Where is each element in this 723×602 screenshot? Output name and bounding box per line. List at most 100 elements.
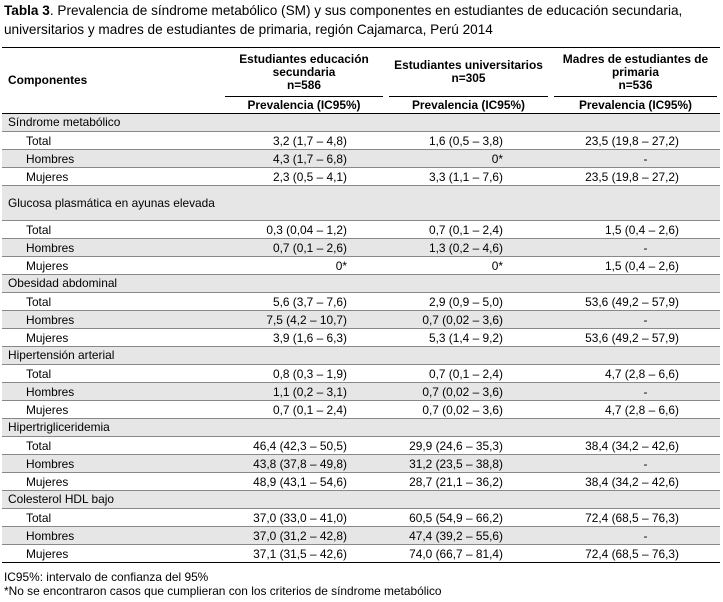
footnote-ic95: IC95%: intervalo de confianza del 95% [4,570,209,584]
cell-mothers: - [551,382,720,401]
cell-mothers: - [551,454,720,473]
header-col1-line1: Estudiantes educación [239,51,369,66]
cell-secondary: 37,1 (31,5 – 42,6) [222,544,386,563]
subheader-prevalence: Prevalencia (IC95%) [386,96,551,114]
row-label: Total [2,436,222,455]
table-row: Hombres 0,7 (0,1 – 2,6) 1,3 (0,2 – 4,6) - [2,238,720,257]
header-col2-line1: Estudiantes universitarios [394,58,543,72]
table-row: Total 37,0 (33,0 – 41,0) 60,5 (54,9 – 66,2… [2,508,720,527]
table-row: Total 5,6 (3,7 – 7,6) 2,9 (0,9 – 5,0) 53,6 … [2,292,720,311]
cell-mothers: 1,5 (0,4 – 2,6) [551,220,720,239]
section-label: Síndrome metabólico [2,113,222,132]
cell-mothers: 4,7 (2,8 – 6,6) [551,364,720,383]
cell-university: 47,4 (39,2 – 55,6) [386,526,551,545]
row-label: Mujeres [2,167,222,186]
cell-mothers: 53,6 (49,2 – 57,9) [551,292,720,311]
section-row: Obesidad abdominal [2,274,720,293]
cell-university: 0,7 (0,1 – 2,4) [386,364,551,383]
cell-secondary: 48,9 (43,1 – 54,6) [222,472,386,491]
cell-university: 0* [386,256,551,275]
section-row: Colesterol HDL bajo [2,490,720,509]
cell-university: 0* [386,149,551,168]
cell-secondary: 3,9 (1,6 – 6,3) [222,328,386,347]
row-label: Mujeres [2,472,222,491]
prevalence-table: Componentes Estudiantes educación secund… [2,47,720,563]
header-mothers: Madres de estudiantes de primaria n=536 [551,47,720,96]
subheader-prevalence: Prevalencia (IC95%) [551,96,720,114]
cell-secondary: 3,2 (1,7 – 4,8) [222,131,386,150]
table-header-row: Componentes Estudiantes educación secund… [2,47,720,114]
row-label: Total [2,364,222,383]
cell-university: 0,7 (0,02 – 3,6) [386,310,551,329]
table-title: . Prevalencia de síndrome metabólico (SM… [4,3,683,37]
row-label: Mujeres [2,544,222,563]
row-label: Hombres [2,454,222,473]
row-label: Hombres [2,382,222,401]
table-row: Total 0,8 (0,3 – 1,9) 0,7 (0,1 – 2,4) 4,7 (… [2,364,720,383]
table-body: Síndrome metabólico Total 3,2 (1,7 – 4,8)… [2,113,720,563]
cell-secondary: 4,3 (1,7 – 6,8) [222,149,386,168]
cell-university: 2,9 (0,9 – 5,0) [386,292,551,311]
cell-mothers: 23,5 (19,8 – 27,2) [551,131,720,150]
table-row: Mujeres 0,7 (0,1 – 2,4) 0,7 (0,02 – 3,6) 4,… [2,400,720,419]
row-label: Hombres [2,149,222,168]
table-row: Hombres 4,3 (1,7 – 6,8) 0* - [2,149,720,168]
row-label: Hombres [2,238,222,257]
row-label: Mujeres [2,400,222,419]
subheader-prevalence: Prevalencia (IC95%) [222,96,386,114]
cell-mothers: 1,5 (0,4 – 2,6) [551,256,720,275]
cell-mothers: - [551,238,720,257]
header-col1-line2: secundaria [272,64,336,79]
section-label: Colesterol HDL bajo [2,490,222,509]
row-label: Hombres [2,310,222,329]
cell-mothers: - [551,310,720,329]
header-col3-line2: primaria [612,64,659,79]
cell-secondary: 7,5 (4,2 – 10,7) [222,310,386,329]
cell-secondary: 43,8 (37,8 – 49,8) [222,454,386,473]
table-row: Mujeres 48,9 (43,1 – 54,6) 28,7 (21,1 – 36… [2,472,720,491]
cell-university: 0,7 (0,02 – 3,6) [386,400,551,419]
cell-secondary: 5,6 (3,7 – 7,6) [222,292,386,311]
section-row: Hipertrigliceridemia [2,418,720,437]
cell-secondary: 0,8 (0,3 – 1,9) [222,364,386,383]
cell-secondary: 0,3 (0,04 – 1,2) [222,220,386,239]
cell-secondary: 0,7 (0,1 – 2,6) [222,238,386,257]
cell-university: 60,5 (54,9 – 66,2) [386,508,551,527]
section-row: Hipertensión arterial [2,346,720,365]
table-caption: Tabla 3. Prevalencia de síndrome metaból… [4,1,720,39]
section-row: Síndrome metabólico [2,113,720,132]
table-row: Mujeres 37,1 (31,5 – 42,6) 74,0 (66,7 – 81… [2,544,720,563]
row-label: Total [2,131,222,150]
cell-secondary: 37,0 (31,2 – 42,8) [222,526,386,545]
cell-mothers: - [551,149,720,168]
table-row: Hombres 7,5 (4,2 – 10,7) 0,7 (0,02 – 3,6) - [2,310,720,329]
row-label: Total [2,220,222,239]
table-row: Mujeres 0* 0* 1,5 (0,4 – 2,6) [2,256,720,275]
header-col1-n: n=586 [286,77,322,92]
cell-university: 1,3 (0,2 – 4,6) [386,238,551,257]
cell-mothers: 38,4 (34,2 – 42,6) [551,436,720,455]
header-col3-n: n=536 [618,77,653,92]
cell-university: 74,0 (66,7 – 81,4) [386,544,551,563]
cell-university: 1,6 (0,5 – 3,8) [386,131,551,150]
row-label: Mujeres [2,256,222,275]
cell-secondary: 37,0 (33,0 – 41,0) [222,508,386,527]
cell-mothers: - [551,526,720,545]
section-row: Glucosa plasmática en ayunas elevada [2,185,720,221]
header-secondary-students: Estudiantes educación secundaria n=586 [222,47,386,96]
table-row: Total 0,3 (0,04 – 1,2) 0,7 (0,1 – 2,4) 1,5 … [2,220,720,239]
table-row: Mujeres 3,9 (1,6 – 6,3) 5,3 (1,4 – 9,2) 53,… [2,328,720,347]
section-label: Obesidad abdominal [2,274,222,293]
cell-university: 0,7 (0,1 – 2,4) [386,220,551,239]
cell-university: 28,7 (21,1 – 36,2) [386,472,551,491]
cell-secondary: 46,4 (42,3 – 50,5) [222,436,386,455]
row-label: Total [2,508,222,527]
section-label: Glucosa plasmática en ayunas elevada [2,185,222,221]
header-col2-n: n=305 [451,71,486,85]
header-col3-line1: Madres de estudiantes de [562,51,709,66]
cell-university: 29,9 (24,6 – 35,3) [386,436,551,455]
cell-university: 0,7 (0,02 – 3,6) [386,382,551,401]
table-row: Total 46,4 (42,3 – 50,5) 29,9 (24,6 – 35,3… [2,436,720,455]
cell-secondary: 2,3 (0,5 – 4,1) [222,167,386,186]
